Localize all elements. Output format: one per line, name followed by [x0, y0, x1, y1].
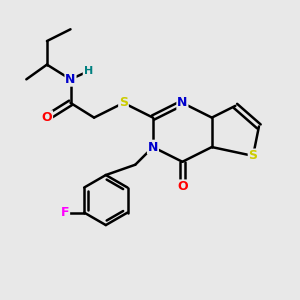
Text: O: O [177, 180, 188, 193]
Text: N: N [177, 96, 188, 110]
Text: S: S [249, 149, 258, 162]
Text: H: H [83, 66, 93, 76]
Text: O: O [42, 111, 52, 124]
Text: N: N [65, 73, 76, 86]
Text: S: S [119, 96, 128, 110]
Text: N: N [148, 141, 158, 154]
Text: F: F [61, 206, 69, 219]
